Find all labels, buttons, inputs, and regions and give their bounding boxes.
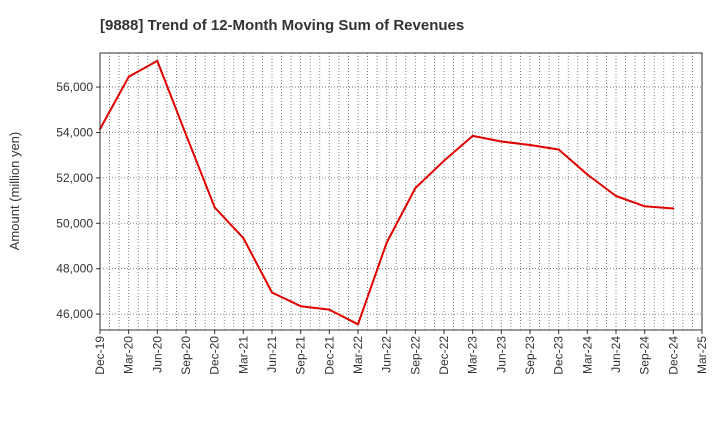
x-tick-label: Sep-23 [523, 336, 537, 375]
data-point [672, 207, 675, 210]
x-tick-label: Sep-20 [179, 336, 193, 375]
y-tick-label: 46,000 [56, 307, 93, 321]
x-tick-label: Sep-22 [408, 336, 422, 375]
data-point [471, 134, 474, 137]
data-point [299, 305, 302, 308]
data-point [557, 148, 560, 151]
data-point [586, 173, 589, 176]
x-tick-label: Sep-21 [294, 336, 308, 375]
data-point [185, 133, 187, 136]
x-tick-label: Mar-20 [122, 336, 136, 374]
series-layer [99, 59, 675, 326]
x-tick-label: Mar-23 [466, 336, 480, 374]
x-grid [109, 53, 693, 330]
x-tick-label: Mar-21 [236, 336, 250, 374]
data-point [328, 308, 331, 311]
data-point [127, 75, 130, 78]
x-tick-label: Dec-23 [552, 336, 566, 375]
data-point [500, 140, 503, 143]
x-tick-label: Dec-20 [208, 336, 222, 375]
y-grid [100, 86, 702, 315]
data-point [271, 291, 273, 294]
y-tick-label: 54,000 [56, 125, 93, 139]
x-tick-label: Sep-24 [638, 336, 652, 375]
x-tick-label: Jun-22 [380, 336, 394, 373]
x-tick-label: Jun-20 [150, 336, 164, 373]
x-tick-label: Mar-24 [580, 336, 594, 374]
y-axis-label: Amount (million yen) [7, 132, 22, 251]
x-tick-label: Dec-19 [93, 336, 107, 375]
y-tick-label: 50,000 [56, 216, 93, 230]
x-tick-label: Mar-22 [351, 336, 365, 374]
data-point [385, 241, 388, 244]
data-point [615, 195, 617, 198]
data-point [643, 205, 646, 208]
plot-frame [99, 52, 703, 331]
x-ticks: Dec-19 Mar-20 Jun-20 Sep-20 Dec-20 Mar-21 Jun-… [93, 330, 709, 375]
y-tick-label: 56,000 [56, 80, 93, 94]
y-tick-label: 48,000 [56, 262, 93, 276]
x-tick-label: Dec-22 [437, 336, 451, 375]
data-point [242, 237, 245, 240]
x-tick-label: Mar-25 [695, 336, 709, 374]
data-point [357, 323, 359, 326]
data-point [529, 143, 531, 146]
data-point [414, 187, 417, 190]
x-tick-label: Dec-24 [666, 336, 680, 375]
x-tick-label: Dec-21 [322, 336, 336, 375]
chart-title: [9888] Trend of 12-Month Moving Sum of R… [100, 17, 464, 34]
data-point [443, 159, 445, 162]
y-tick-label: 52,000 [56, 171, 93, 185]
data-point [156, 59, 159, 62]
y-ticks: 46,000 48,000 50,000 52,000 54,000 56,000 [56, 80, 100, 321]
x-tick-label: Jun-21 [265, 336, 279, 373]
x-tick-label: Jun-24 [609, 336, 623, 373]
data-point [213, 206, 216, 209]
x-tick-label: Jun-23 [494, 336, 508, 373]
